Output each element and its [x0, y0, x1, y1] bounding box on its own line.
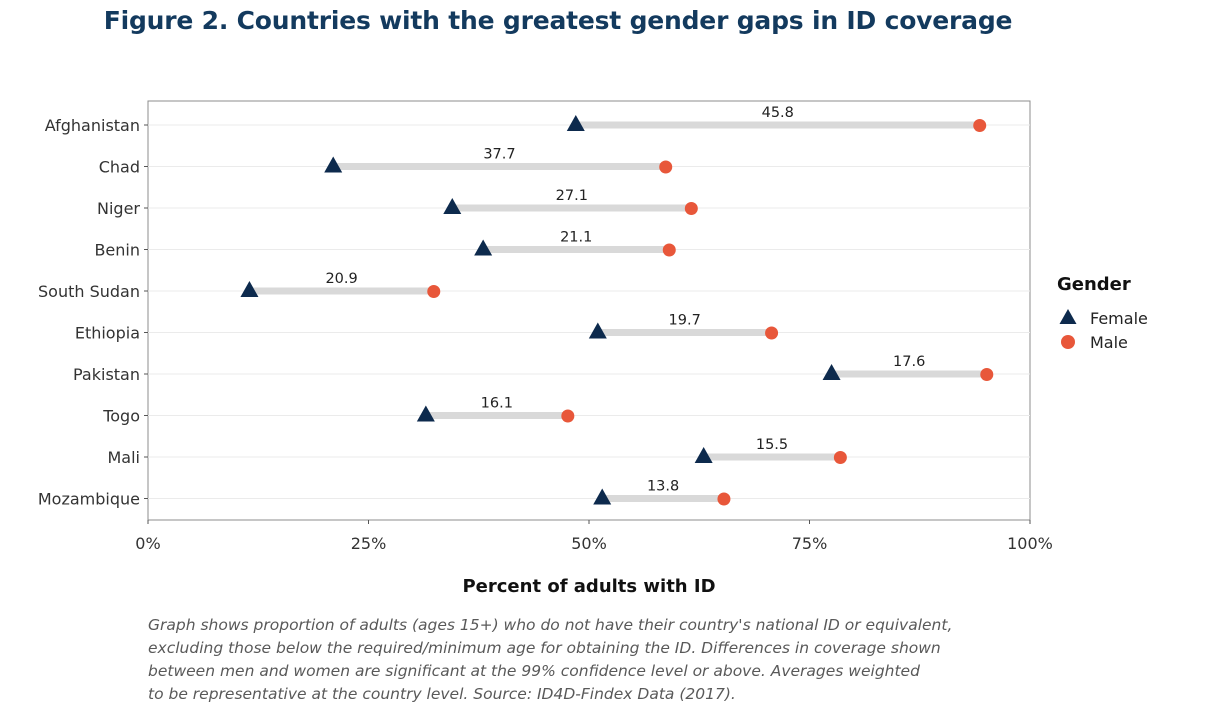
female-marker — [324, 156, 343, 173]
gap-label: 15.5 — [756, 437, 788, 453]
male-marker — [659, 160, 673, 174]
figure-caption: Graph shows proportion of adults (ages 1… — [148, 614, 1078, 706]
female-marker — [566, 115, 585, 131]
female-marker — [474, 239, 493, 256]
y-tick-label: Mali — [108, 448, 141, 467]
y-tick-label: Afghanistan — [45, 116, 140, 135]
y-tick-label: Benin — [94, 241, 140, 260]
male-marker — [717, 492, 731, 506]
legend-female-triangle-icon — [1059, 309, 1077, 324]
caption-line: between men and women are significant at… — [148, 662, 920, 680]
female-marker — [822, 364, 841, 380]
legend-male-circle-icon — [1061, 335, 1075, 349]
x-axis-title: Percent of adults with ID — [462, 576, 715, 597]
y-tick-label: Togo — [102, 407, 140, 426]
x-tick-label: 50% — [571, 534, 607, 553]
female-marker — [240, 281, 259, 297]
gap-label: 27.1 — [556, 188, 588, 204]
gap-label: 17.6 — [893, 354, 925, 370]
male-marker — [561, 409, 575, 423]
y-tick-label: Niger — [97, 199, 140, 218]
x-tick-label: 100% — [1007, 534, 1053, 553]
male-marker — [765, 326, 779, 340]
female-marker — [593, 488, 612, 505]
y-tick-label: Pakistan — [73, 365, 140, 384]
y-tick-label: Ethiopia — [75, 324, 140, 343]
male-marker — [684, 202, 698, 215]
x-tick-label: 75% — [792, 534, 828, 553]
gap-label: 16.1 — [481, 396, 513, 412]
y-tick-label: Mozambique — [38, 490, 140, 509]
male-marker — [427, 285, 441, 298]
gap-label: 13.8 — [647, 479, 679, 495]
dumbbell-chart: 45.8 37.7 27.1 21.1 20.9 19.7 17.6 16.1 15.5 13.8… — [38, 100, 1148, 597]
caption-line: Graph shows proportion of adults (ages 1… — [148, 616, 953, 634]
data-markers — [240, 115, 994, 506]
male-marker — [662, 243, 676, 257]
caption-line: to be representative at the country leve… — [148, 685, 736, 703]
legend-label-female: Female — [1090, 309, 1148, 328]
legend-label-male: Male — [1090, 333, 1128, 352]
axes: Afghanistan Chad Niger Benin South Sudan Ethi… — [38, 116, 1053, 553]
gap-label: 45.8 — [762, 105, 794, 121]
gap-labels: 45.8 37.7 27.1 21.1 20.9 19.7 17.6 16.1 15.5 13.8 — [325, 105, 925, 495]
plot-panel — [147, 100, 1031, 521]
male-marker — [833, 451, 847, 464]
gap-label: 21.1 — [560, 230, 592, 246]
gap-bars — [249, 121, 987, 502]
x-tick-label: 0% — [135, 534, 160, 553]
x-tick-label: 25% — [351, 534, 387, 553]
gap-label: 20.9 — [325, 271, 357, 287]
legend: Gender Female Male — [1057, 274, 1148, 352]
gap-label: 37.7 — [483, 147, 515, 163]
female-marker — [443, 198, 462, 214]
y-tick-label: Chad — [99, 158, 140, 177]
female-marker — [588, 322, 607, 339]
male-marker — [980, 368, 994, 381]
legend-title: Gender — [1057, 274, 1131, 295]
gap-label: 19.7 — [669, 313, 701, 329]
female-marker — [694, 447, 713, 463]
female-marker — [416, 405, 435, 422]
caption-line: excluding those below the required/minim… — [148, 639, 941, 657]
male-marker — [973, 119, 987, 132]
chart-title: Figure 2. Countries with the greatest ge… — [103, 6, 1013, 35]
y-tick-label: South Sudan — [38, 282, 140, 301]
